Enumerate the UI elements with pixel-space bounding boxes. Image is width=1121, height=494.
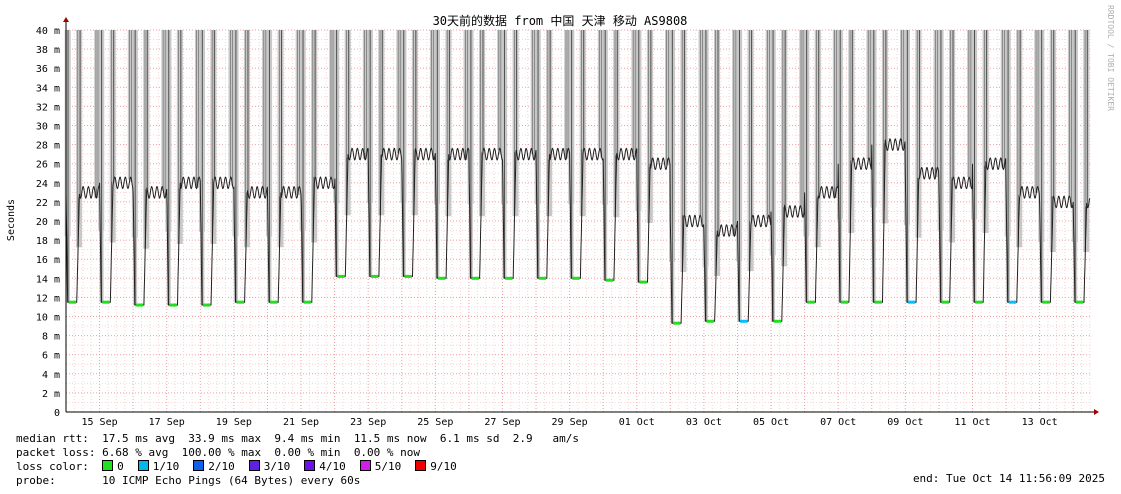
loss-color-item-label: 3/10	[263, 460, 291, 473]
y-tick-label: 18 m	[36, 236, 60, 247]
median-rtt-label: median rtt:	[16, 432, 89, 445]
median-rtt-am-unit: am/s	[552, 432, 580, 445]
packet-loss-avg: 6.68 % avg	[102, 446, 169, 459]
loss-color-item-label: 2/10	[208, 460, 235, 473]
x-tick-label: 09 Oct	[887, 417, 923, 428]
y-tick-label: 8 m	[42, 332, 60, 343]
packet-loss-now: 0.00 % now	[353, 446, 421, 459]
loss-color-swatch	[137, 460, 149, 471]
y-tick-label: 38 m	[36, 45, 60, 56]
y-tick-labels: 0 2 m 4 m 6 m 8 m 10 m 12 m 14 m 16 m 18 m 20 m 22 …	[36, 26, 60, 419]
median-rtt-sd: 6.1 ms sd	[439, 432, 500, 445]
y-tick-label: 20 m	[36, 217, 60, 228]
probe-value: 10 ICMP Echo Pings (64 Bytes) every 60s	[102, 474, 361, 487]
grid-lines	[65, 29, 1091, 412]
smoke-band	[64, 30, 1090, 324]
smokeping-chart: 0 2 m 4 m 6 m 8 m 10 m 12 m 14 m 16 m 18 m 20 m 22 …	[6, 5, 1115, 428]
x-tick-labels: 15 Sep 17 Sep 19 Sep 21 Sep 23 Sep 25 Sep 27 S…	[82, 417, 1058, 428]
loss-color-swatch	[359, 460, 371, 471]
y-tick-label: 0	[54, 408, 60, 419]
loss-color-item-label: 9/10	[430, 460, 457, 473]
loss-color-item: 0	[102, 460, 124, 473]
loss-color-items: 0 1/10 2/10 3/10 4/10 5/10 9/10	[102, 460, 471, 473]
loss-color-swatch	[304, 460, 316, 471]
y-axis-label: Seconds	[6, 199, 17, 241]
y-tick-label: 26 m	[36, 160, 60, 171]
loss-color-item-label: 0	[117, 460, 124, 473]
y-tick-label: 28 m	[36, 141, 60, 152]
loss-color-swatch	[193, 460, 205, 471]
probe-info: probe: 10 ICMP Echo Pings (64 Bytes) eve…	[16, 474, 360, 487]
y-tick-label: 12 m	[36, 293, 60, 304]
x-tick-label: 07 Oct	[820, 417, 856, 428]
loss-color-label: loss color:	[16, 460, 89, 473]
loss-color-item-label: 4/10	[319, 460, 346, 473]
y-tick-label: 36 m	[36, 64, 60, 75]
y-tick-label: 30 m	[36, 122, 60, 133]
y-tick-label: 6 m	[42, 351, 60, 362]
chart-title: 30天前的数据 from 中国 天津 移动 AS9808	[433, 13, 688, 28]
median-rtt-am: 2.9	[512, 432, 533, 445]
x-tick-label: 19 Sep	[216, 417, 252, 428]
y-tick-label: 32 m	[36, 102, 60, 113]
x-tick-label: 23 Sep	[350, 417, 386, 428]
end-time: end: Tue Oct 14 11:56:09 2025	[912, 472, 1105, 485]
watermark-text: RRDTOOL / TOBI OETIKER	[1106, 5, 1115, 111]
loss-color-swatch	[415, 460, 427, 471]
loss-color-swatch	[102, 460, 114, 471]
packet-loss-min: 0.00 % min	[274, 446, 341, 459]
loss-color-item: 9/10	[415, 460, 457, 473]
x-tick-label: 17 Sep	[149, 417, 185, 428]
x-tick-label: 29 Sep	[552, 417, 588, 428]
loss-color-item-label: 1/10	[152, 460, 180, 473]
x-tick-label: 27 Sep	[484, 417, 520, 428]
loss-color-item-label: 5/10	[374, 460, 402, 473]
y-tick-label: 24 m	[36, 179, 60, 190]
packet-loss-stats: packet loss: 6.68 % avg 100.00 % max 0.0…	[16, 446, 420, 459]
y-tick-label: 22 m	[36, 198, 60, 209]
packet-loss-label: packet loss:	[16, 446, 96, 459]
loss-color-legend: loss color: 0 1/10 2/10 3/10 4/10 5/10 9/10	[16, 460, 471, 473]
loss-color-item: 2/10	[193, 460, 235, 473]
y-axis-arrow	[63, 17, 69, 22]
loss-color-item: 1/10	[137, 460, 180, 473]
median-rtt-stats: median rtt: 17.5 ms avg 33.9 ms max 9.4 …	[16, 432, 579, 445]
x-tick-label: 21 Sep	[283, 417, 319, 428]
probe-label: probe:	[16, 474, 56, 487]
x-tick-label: 25 Sep	[417, 417, 453, 428]
median-rtt-max: 33.9 ms max	[188, 432, 262, 445]
median-rtt-avg: 17.5 ms avg	[102, 432, 175, 445]
y-tick-label: 2 m	[42, 389, 60, 400]
median-rtt-now: 11.5 ms now	[353, 432, 427, 445]
median-rtt-series	[65, 138, 1091, 325]
x-axis-arrow	[1094, 409, 1099, 415]
x-tick-label: 13 Oct	[1022, 417, 1058, 428]
y-tick-label: 16 m	[36, 255, 60, 266]
loss-color-item: 4/10	[304, 460, 346, 473]
x-tick-label: 15 Sep	[82, 417, 118, 428]
y-tick-label: 34 m	[36, 83, 60, 94]
loss-color-swatch	[248, 460, 260, 471]
y-tick-label: 4 m	[42, 370, 60, 381]
y-tick-label: 14 m	[36, 274, 60, 285]
axes	[63, 17, 1099, 415]
packet-loss-max: 100.00 % max	[181, 446, 262, 459]
loss-color-item: 5/10	[359, 460, 402, 473]
median-rtt-min: 9.4 ms min	[274, 432, 341, 445]
x-tick-label: 03 Oct	[686, 417, 722, 428]
y-tick-label: 10 m	[36, 313, 60, 324]
x-tick-label: 05 Oct	[753, 417, 789, 428]
x-tick-label: 01 Oct	[619, 417, 655, 428]
x-tick-label: 11 Oct	[954, 417, 990, 428]
y-tick-label: 40 m	[36, 26, 60, 37]
loss-color-item: 3/10	[248, 460, 291, 473]
